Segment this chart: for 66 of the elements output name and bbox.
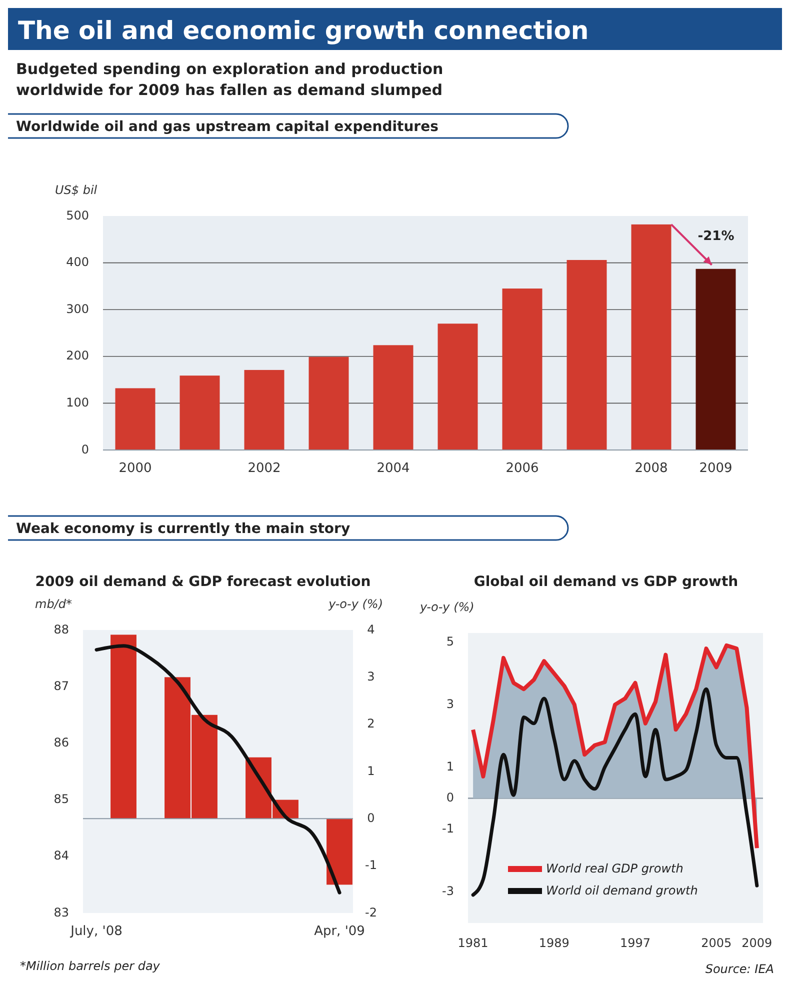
y-tick-label: 500 (66, 208, 89, 222)
chart-title: Worldwide oil and gas upstream capital expenditures (16, 119, 438, 135)
y-tick-label: -1 (442, 822, 454, 836)
bar (115, 388, 156, 450)
bar (110, 634, 136, 819)
legend-label: World real GDP growth (546, 861, 684, 876)
bar (696, 268, 736, 450)
source-note: Source: IEA (705, 962, 774, 976)
bar (438, 324, 478, 450)
y2-tick-label: 1 (367, 764, 375, 778)
y-tick-label: 84 (54, 848, 69, 863)
y-axis-title: y-o-y (%) (419, 600, 474, 614)
bar (566, 260, 607, 450)
bar (502, 288, 542, 450)
y-axis-title: US$ bil (55, 183, 98, 197)
x-tick-label: 2008 (634, 461, 668, 476)
text: Budgeted spending on exploration and production worldwide for 2009 has fallen as demand slumped (16, 60, 444, 99)
line-series (94, 644, 342, 894)
y2-tick-label: 0 (367, 810, 375, 825)
y-tick-label: 1 (446, 759, 454, 774)
x-tick-label: 1989 (538, 936, 570, 950)
y-tick-label: 400 (66, 255, 89, 270)
y-tick-label: 200 (66, 348, 89, 363)
x-tick-label: Apr, '09 (314, 924, 365, 939)
y-axis-title: mb/d* (35, 597, 72, 611)
bar (244, 370, 284, 450)
y2-tick-label: 4 (367, 622, 375, 636)
y-tick-label: 86 (54, 735, 69, 750)
y-tick-label: 5 (446, 634, 454, 649)
text: The oil and economic growth connection (18, 16, 589, 45)
y2-tick-label: 3 (367, 669, 375, 684)
x-tick-label: July, '08 (70, 924, 122, 939)
bar (631, 224, 672, 450)
y-tick-label: 100 (66, 395, 89, 410)
legend-label: World oil demand growth (546, 883, 698, 898)
x-tick-label: 2009 (699, 461, 732, 476)
x-tick-label: 2005 (701, 936, 732, 950)
bar (373, 345, 414, 450)
x-tick-label: 2004 (376, 461, 410, 476)
y-tick-label: 87 (54, 678, 69, 693)
y-tick-label: 300 (66, 302, 89, 316)
y2-tick-label: -2 (365, 905, 377, 920)
x-tick-label: 2009 (742, 936, 772, 950)
x-tick-label: 1981 (458, 936, 488, 950)
bar (326, 818, 352, 885)
y2-tick-label: -1 (365, 858, 377, 872)
y-tick-label: 0 (81, 442, 89, 456)
text: *Million barrels per day (20, 959, 161, 973)
y-tick-label: 85 (54, 792, 69, 806)
x-tick-label: 2002 (248, 461, 281, 476)
y-tick-label: 3 (446, 697, 454, 711)
x-tick-label: 2006 (506, 461, 539, 476)
annotation: -21% (698, 229, 734, 244)
y2-tick-label: 2 (367, 716, 375, 731)
y-tick-label: 83 (54, 905, 69, 920)
chart-title: Global oil demand vs GDP growth (474, 574, 738, 590)
y-tick-label: -3 (442, 884, 454, 898)
text: Weak economy is currently the main story (16, 521, 350, 537)
bar (308, 356, 349, 450)
y-tick-label: 88 (54, 622, 69, 636)
x-tick-label: 1997 (620, 936, 651, 950)
x-tick-label: 2000 (118, 461, 152, 476)
y-tick-label: 0 (446, 790, 454, 805)
chart-title: 2009 oil demand & GDP forecast evolution (35, 574, 371, 590)
y2-axis-title: y-o-y (%) (328, 597, 383, 611)
bar (180, 376, 220, 450)
